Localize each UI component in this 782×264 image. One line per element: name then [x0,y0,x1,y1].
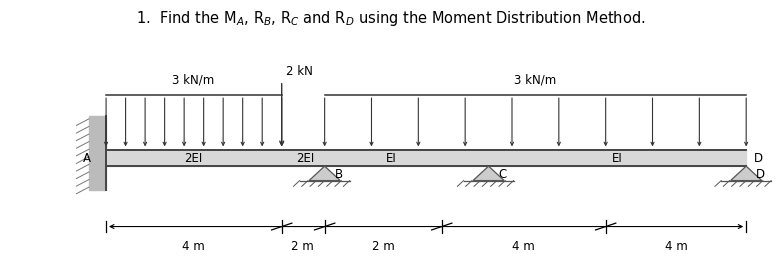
Text: 2 kN: 2 kN [285,65,313,78]
Polygon shape [309,166,340,181]
Text: 4 m: 4 m [182,240,205,253]
Text: 3 kN/m: 3 kN/m [172,73,214,86]
Polygon shape [730,166,762,181]
Text: 2EI: 2EI [185,152,203,165]
Text: C: C [499,168,507,181]
Text: B: B [335,168,343,181]
Text: 3 kN/m: 3 kN/m [515,73,557,86]
Text: 2 m: 2 m [371,240,395,253]
Bar [106,150,746,166]
Text: D: D [754,152,763,165]
Text: A: A [82,152,91,165]
Text: 4 m: 4 m [665,240,687,253]
Text: 1.  Find the M$_A$, R$_B$, R$_C$ and R$_D$ using the Moment Distribution Method.: 1. Find the M$_A$, R$_B$, R$_C$ and R$_D… [136,8,646,27]
Bar [89,116,106,190]
Text: EI: EI [386,152,396,165]
Text: EI: EI [612,152,622,165]
Text: 2EI: 2EI [296,152,314,165]
Polygon shape [473,166,504,181]
Text: 2 m: 2 m [292,240,314,253]
Text: 4 m: 4 m [512,240,535,253]
Text: D: D [756,168,766,181]
